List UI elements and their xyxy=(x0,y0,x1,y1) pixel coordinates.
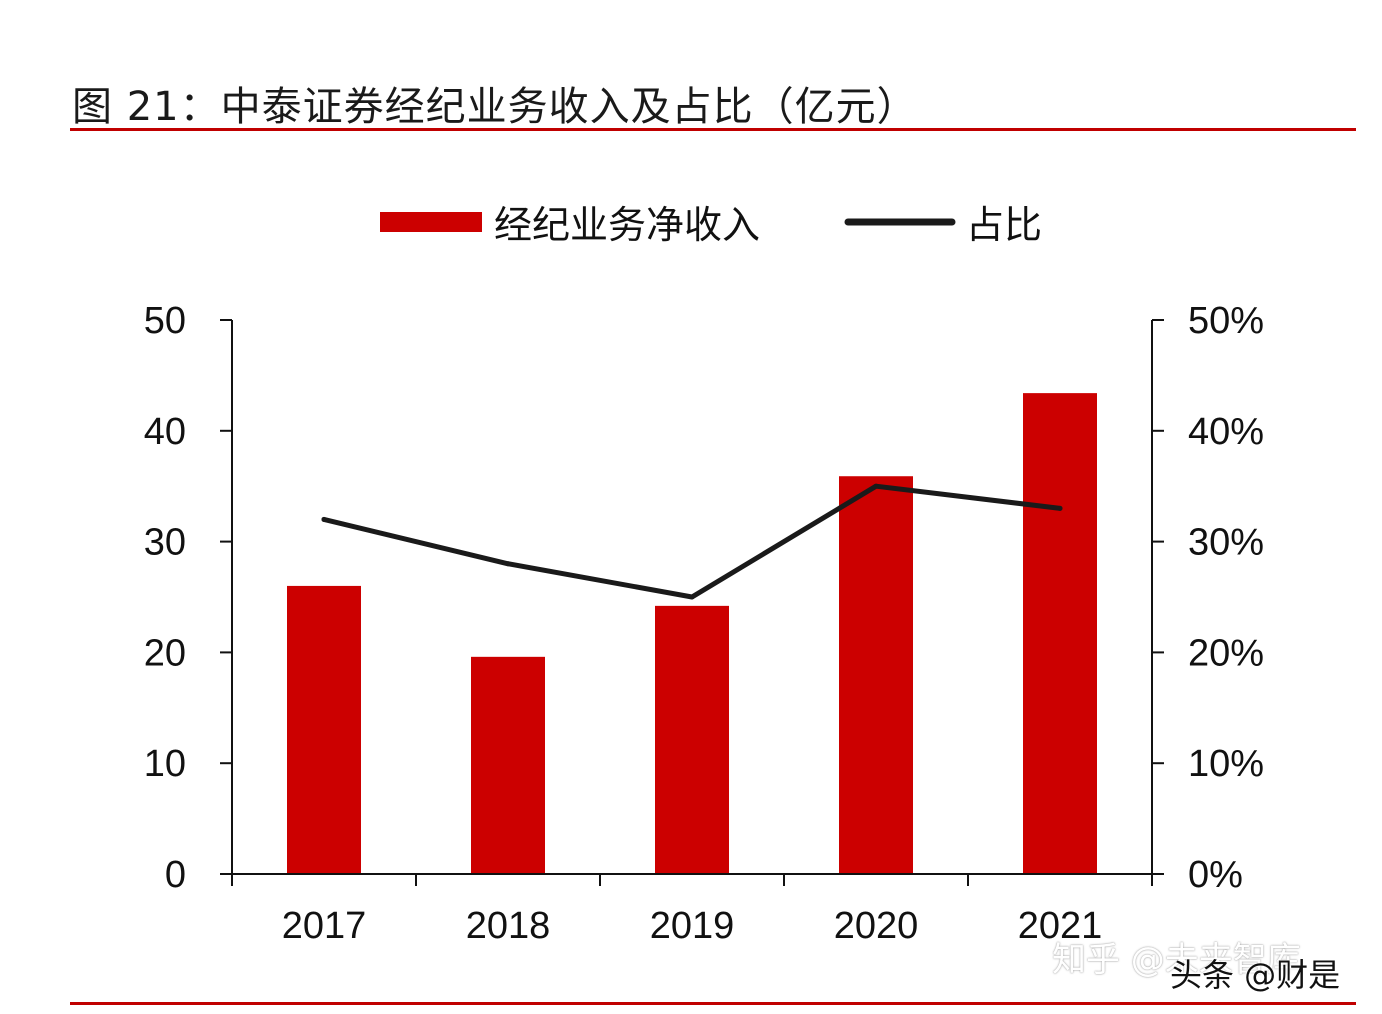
bar-2017 xyxy=(287,585,361,874)
legend-label-bar: 经纪业务净收入 xyxy=(494,203,760,247)
figure-title: 图 21：中泰证券经纪业务收入及占比（亿元） xyxy=(72,84,918,130)
axes: 0 10 20 30 40 50 0% 10% 20% 30% 40% 50% 2017 2018 2019… xyxy=(144,300,1264,947)
x-tick-label: 2017 xyxy=(282,905,367,947)
y-left-tick-label: 20 xyxy=(144,632,186,674)
bar-2018 xyxy=(471,656,545,874)
x-tick-label: 2020 xyxy=(834,905,919,947)
line-point-2017 xyxy=(321,516,327,522)
y-left-tick-label: 50 xyxy=(144,300,186,342)
line-point-2020 xyxy=(873,483,879,489)
line-path xyxy=(321,483,1063,600)
y-left-tick-label: 0 xyxy=(165,854,186,896)
y-left-tick-label: 40 xyxy=(144,411,186,453)
legend-label-line: 占比 xyxy=(966,203,1042,247)
y-right-tick-label: 30% xyxy=(1188,522,1264,564)
bottom-divider xyxy=(70,1002,1356,1005)
legend-swatch-bar xyxy=(380,212,482,232)
x-tick-label: 2018 xyxy=(466,905,551,947)
watermark-zhihu: 知乎 @未来智库 xyxy=(1052,940,1301,980)
bar-2021 xyxy=(1023,393,1097,874)
y-right-tick-label: 0% xyxy=(1188,854,1243,896)
y-left-tick-label: 10 xyxy=(144,743,186,785)
bar-2019 xyxy=(655,605,729,874)
y-right-tick-label: 40% xyxy=(1188,411,1264,453)
y-right-tick-label: 20% xyxy=(1188,632,1264,674)
line-point-2021 xyxy=(1057,505,1063,511)
title-divider xyxy=(70,128,1356,131)
bar-series xyxy=(287,393,1097,874)
x-tick-label: 2021 xyxy=(1018,905,1103,947)
line-series xyxy=(321,483,1063,600)
line-point-2018 xyxy=(505,561,511,567)
legend: 经纪业务净收入 占比 xyxy=(380,203,1042,247)
y-left-tick-label: 30 xyxy=(144,522,186,564)
watermark-toutiao: 头条 @财是 xyxy=(1170,956,1341,994)
x-tick-label: 2019 xyxy=(650,905,735,947)
bar-2020 xyxy=(839,476,913,874)
y-right-tick-label: 10% xyxy=(1188,743,1264,785)
y-right-tick-label: 50% xyxy=(1188,300,1264,342)
line-point-2019 xyxy=(689,594,695,600)
